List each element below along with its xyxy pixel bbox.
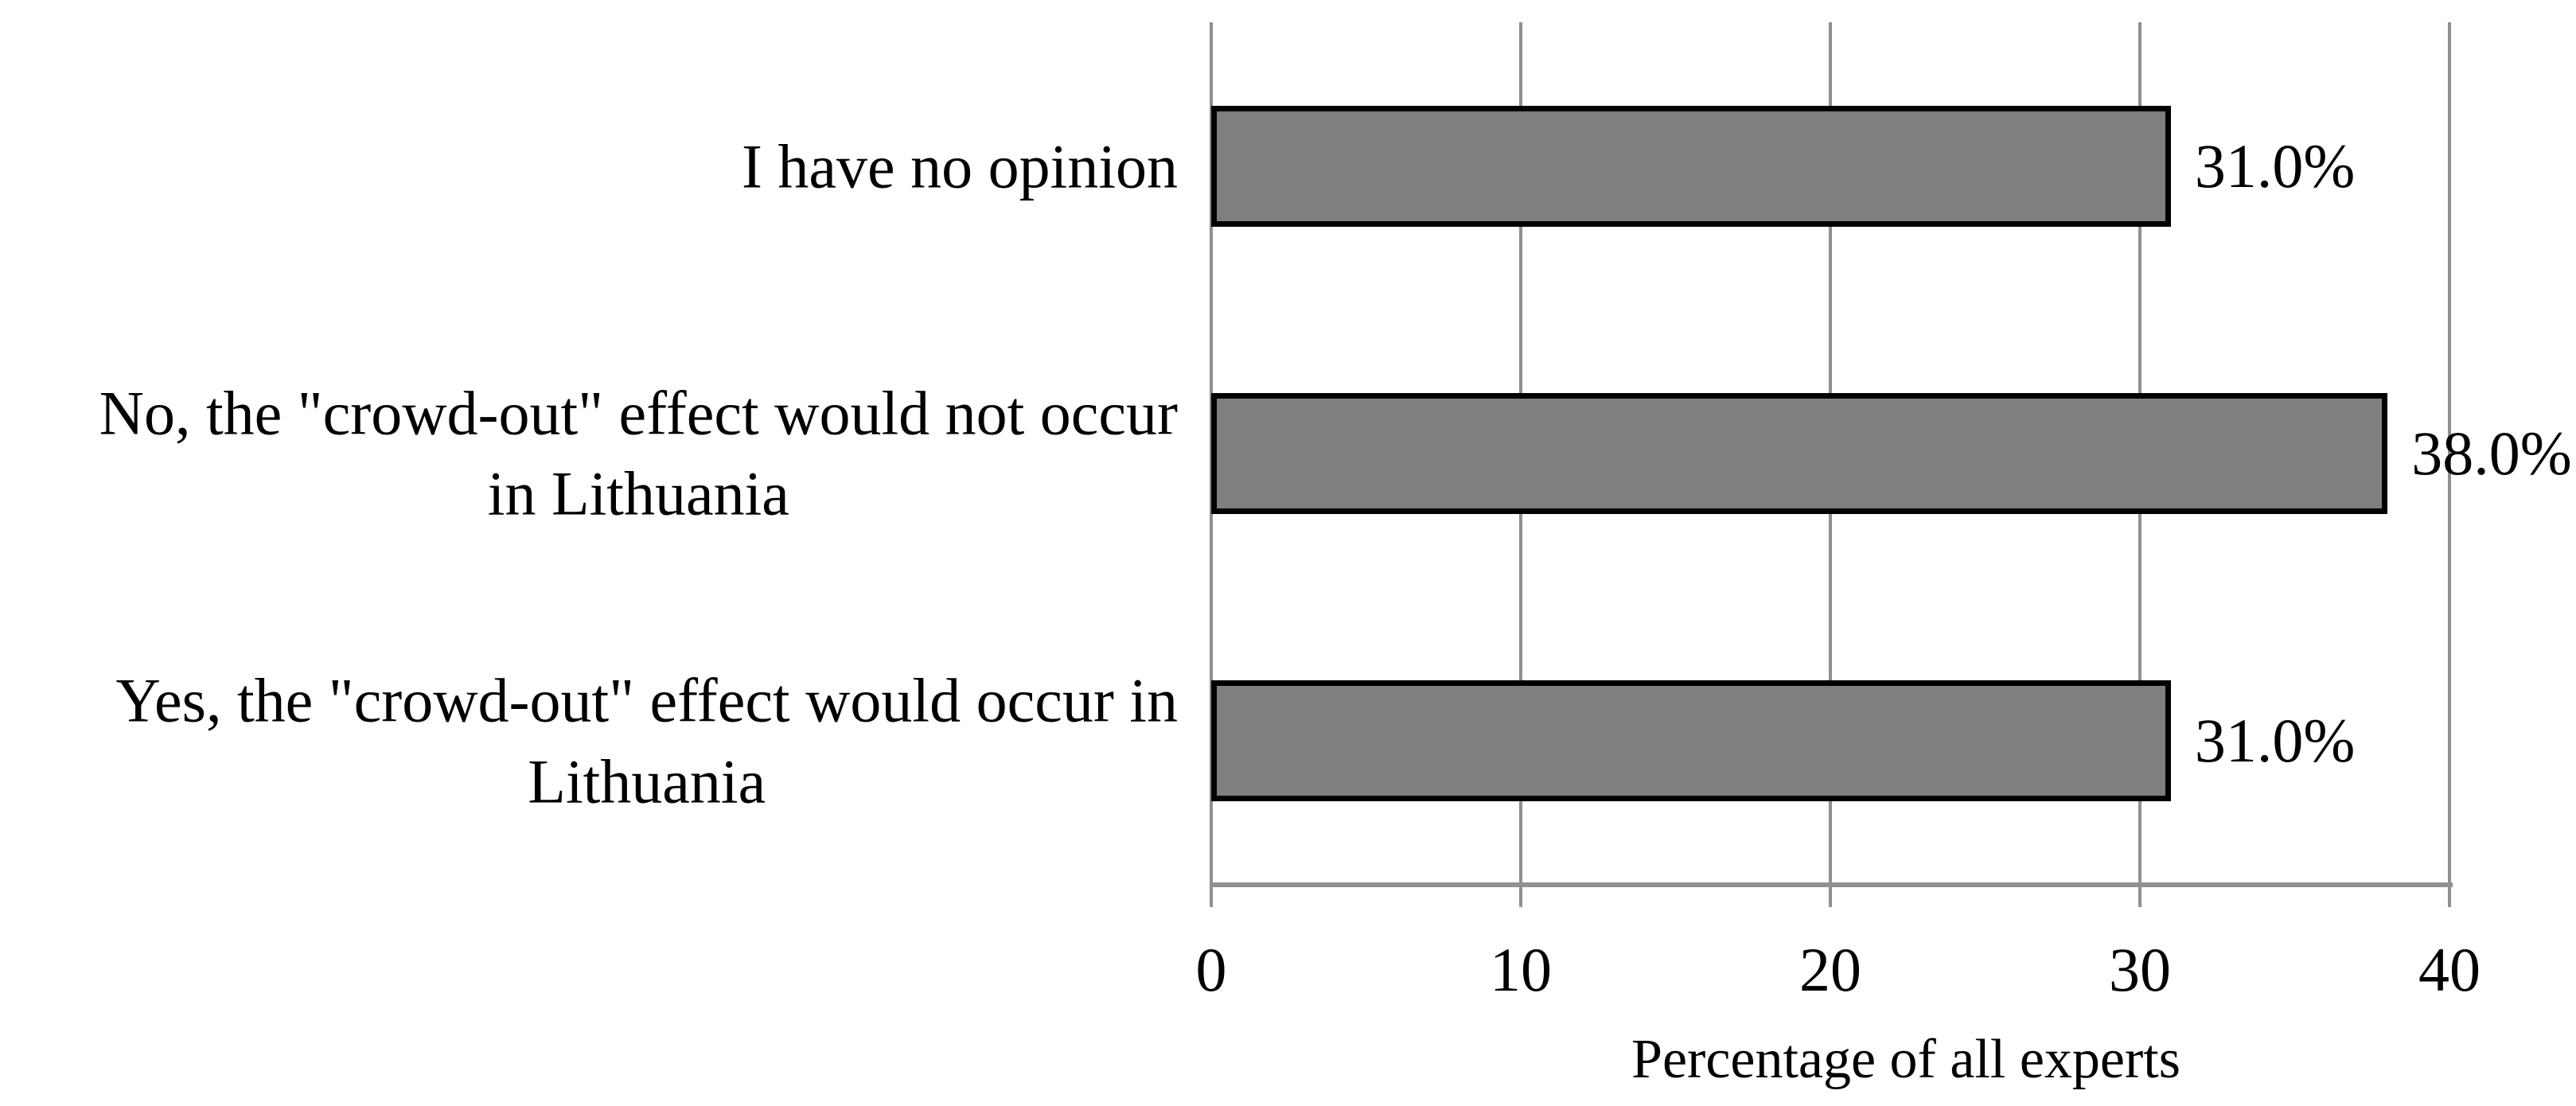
value-label-2: 31.0% — [2194, 706, 2356, 776]
x-tick-label-0: 0 — [1195, 935, 1227, 1004]
x-tick-label-10: 10 — [1490, 935, 1552, 1004]
x-axis-line — [1210, 882, 2453, 887]
bar-2 — [1211, 680, 2171, 802]
x-tick-label-40: 40 — [2418, 935, 2481, 1004]
category-label-line: I have no opinion — [741, 130, 1178, 201]
category-label-line: in Lithuania — [487, 459, 789, 528]
category-label-line: Yes, the "crowd-out" effect would occur … — [115, 665, 1179, 735]
category-label-1: No, the "crowd-out" effect would not occ… — [99, 373, 1178, 535]
category-label-line: No, the "crowd-out" effect would not occ… — [99, 378, 1178, 448]
bar-1 — [1211, 393, 2388, 514]
x-tick-label-30: 30 — [2109, 935, 2171, 1004]
category-label-line: Lithuania — [528, 746, 766, 816]
category-label-0: I have no opinion — [742, 126, 1178, 206]
value-label-1: 38.0% — [2411, 419, 2572, 488]
gridline-x-40 — [2448, 22, 2451, 907]
category-label-2: Yes, the "crowd-out" effect would occur … — [116, 660, 1179, 822]
value-label-0: 31.0% — [2194, 130, 2356, 201]
x-axis-title: Percentage of all experts — [1631, 1029, 2180, 1090]
bar-0 — [1211, 105, 2171, 227]
x-tick-label-20: 20 — [1799, 935, 1861, 1004]
